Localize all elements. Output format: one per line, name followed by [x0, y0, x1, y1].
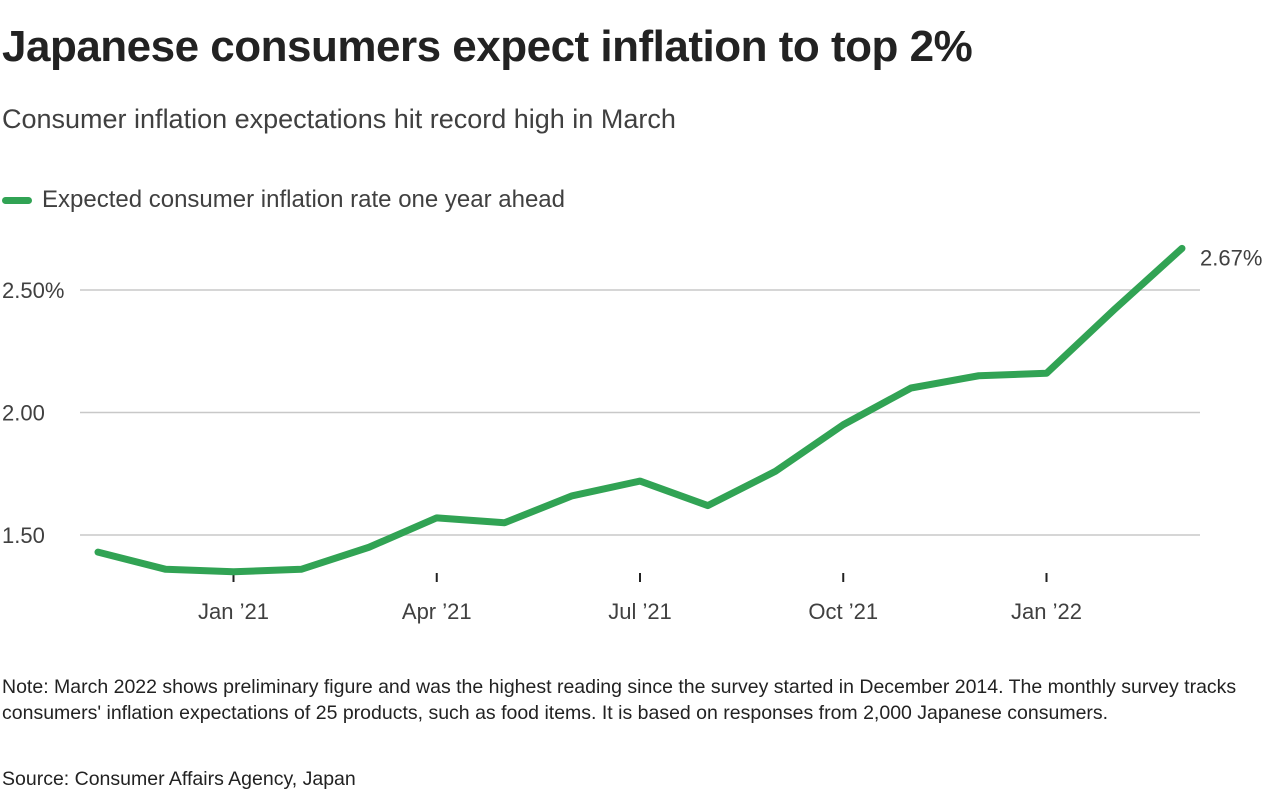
legend-label: Expected consumer inflation rate one yea… — [42, 186, 565, 213]
x-tick-label: Oct ’21 — [808, 599, 878, 624]
end-value-label: 2.67% — [1200, 245, 1262, 270]
legend: Expected consumer inflation rate one yea… — [2, 186, 565, 214]
y-tick-label: 1.50 — [2, 523, 45, 548]
x-tick-label: Jan ’21 — [198, 599, 269, 624]
x-tick-label: Jan ’22 — [1011, 599, 1082, 624]
chart-source: Source: Consumer Affairs Agency, Japan — [2, 768, 356, 790]
x-tick-label: Jul ’21 — [608, 599, 672, 624]
y-tick-label: 2.50% — [2, 278, 64, 303]
chart-title: Japanese consumers expect inflation to t… — [2, 22, 973, 71]
chart-note: Note: March 2022 shows preliminary figur… — [2, 676, 1237, 724]
legend-swatch — [2, 196, 32, 204]
chart-subtitle: Consumer inflation expectations hit reco… — [2, 104, 676, 134]
y-tick-label: 2.00 — [2, 401, 45, 426]
series-line — [94, 244, 1186, 576]
line-chart: 2.50% 2.00 1.50 Jan ’21 Apr ’21 Jul ’21 Oct ’2… — [2, 244, 1262, 624]
x-tick-label: Apr ’21 — [402, 599, 472, 624]
